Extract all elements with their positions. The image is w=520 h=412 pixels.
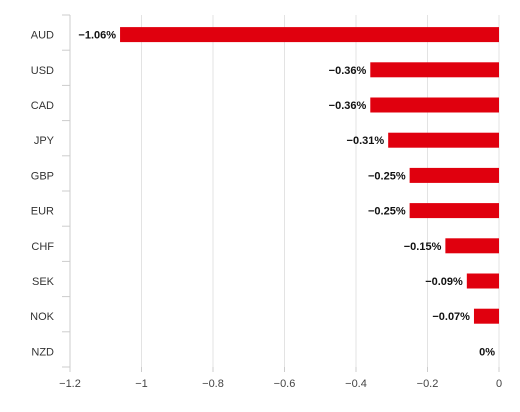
category-labels: AUD USD CAD JPY GBP EUR CHF SEK NOK NZD — [30, 30, 55, 359]
data-label-jpy: −0.31% — [347, 135, 385, 147]
bar-aud — [120, 27, 500, 43]
data-label-nzd: 0% — [479, 346, 495, 358]
category-label-nzd: NZD — [31, 346, 54, 358]
category-label-usd: USD — [31, 65, 54, 77]
category-label-gbp: GBP — [31, 170, 54, 182]
bars — [120, 27, 500, 324]
data-label-gbp: −0.25% — [368, 170, 406, 182]
x-tick-label: −1 — [135, 378, 148, 390]
data-label-sek: −0.09% — [425, 276, 463, 288]
bar-eur — [409, 203, 499, 219]
bar-nok — [473, 308, 499, 324]
bar-cad — [370, 97, 499, 113]
row-dividers — [62, 14, 71, 368]
data-label-chf: −0.15% — [404, 241, 442, 253]
bar-jpy — [388, 132, 499, 148]
category-label-aud: AUD — [31, 30, 54, 42]
category-label-sek: SEK — [32, 276, 55, 288]
bar-sek — [466, 273, 499, 289]
x-tick-label: −0.2 — [417, 378, 439, 390]
x-tick-label: −0.6 — [274, 378, 296, 390]
data-label-nok: −0.07% — [432, 311, 470, 323]
data-label-usd: −0.36% — [329, 65, 367, 77]
x-axis-ticks: −1.2 −1 −0.8 −0.6 −0.4 −0.2 0 — [59, 367, 502, 390]
x-tick-label: −0.8 — [202, 378, 224, 390]
bar-chf — [445, 238, 499, 254]
bar-usd — [370, 62, 499, 78]
category-label-chf: CHF — [31, 241, 54, 253]
data-label-cad: −0.36% — [329, 100, 367, 112]
category-label-eur: EUR — [31, 206, 54, 218]
bar-gbp — [409, 167, 499, 183]
x-tick-label: 0 — [496, 378, 502, 390]
data-label-aud: −1.06% — [78, 30, 116, 42]
x-tick-label: −1.2 — [59, 378, 81, 390]
category-label-jpy: JPY — [34, 135, 55, 147]
x-tick-label: −0.4 — [345, 378, 367, 390]
category-label-cad: CAD — [31, 100, 54, 112]
data-labels: −1.06% −0.36% −0.36% −0.31% −0.25% −0.25% −0.1… — [78, 30, 495, 359]
category-label-nok: NOK — [30, 311, 55, 323]
data-label-eur: −0.25% — [368, 206, 406, 218]
